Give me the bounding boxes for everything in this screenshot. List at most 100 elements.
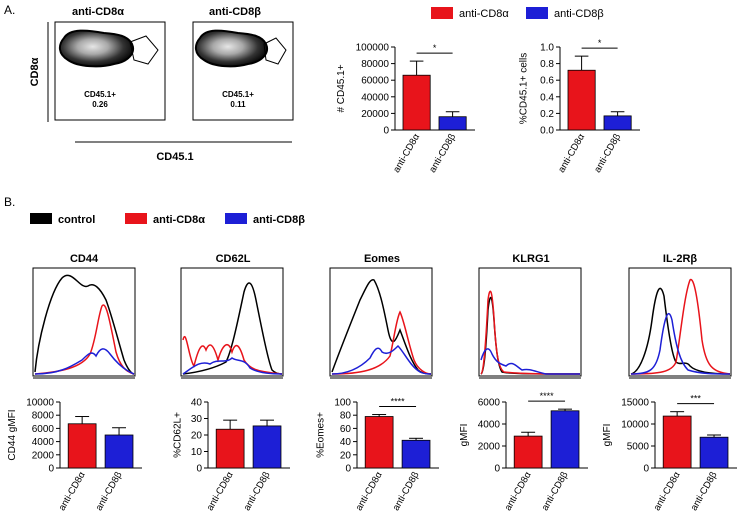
flow-title-right: anti-CD8β [209, 6, 261, 18]
y-tick-label: 0 [643, 464, 649, 475]
bar-anti-cd8a [662, 415, 692, 469]
y-tick-label: 0 [345, 464, 351, 475]
legend-b-swatch-0 [30, 213, 52, 224]
bar-anti-cd8b [603, 115, 632, 131]
y-tick-label: 10000 [26, 398, 54, 409]
category-label: anti-CD8α [205, 470, 236, 513]
legend-a: anti-CD8α anti-CD8β [431, 7, 604, 20]
bar-anti-cd8b [699, 436, 729, 469]
panel-label-b: B. [4, 195, 15, 209]
legend-b-label-1: anti-CD8α [153, 214, 205, 226]
y-tick-label: 5000 [627, 442, 650, 453]
histogram-cd8a-curve [480, 290, 581, 375]
legend-a-label-1: anti-CD8β [554, 8, 604, 20]
y-tick-label: 30 [191, 414, 203, 425]
y-tick-label: 0 [383, 126, 389, 137]
histogram-cd8b-curve [34, 348, 135, 375]
bar-chart-6: 0 5000 10000 15000 gMFI anti-CD8α anti-CD8β *** [602, 394, 737, 513]
y-tick-label: 0 [494, 464, 500, 475]
significance-label: **** [540, 391, 555, 401]
legend-a-swatch-1 [526, 7, 548, 19]
flow-plot-left: anti-CD8α CD45.1+ 0.26 [54, 6, 166, 121]
bar-chart-1: 0.0 0.2 0.4 0.6 0.8 1.0 %CD45.1+ cells anti-CD8… [519, 38, 640, 175]
y-tick-label: 0.4 [540, 92, 554, 103]
histogram-cd8b-curve [331, 344, 432, 375]
y-tick-label: 80 [340, 411, 352, 422]
category-label: anti-CD8β [242, 470, 273, 513]
y-axis-label: %CD62L+ [172, 412, 183, 458]
flow-gate-right [263, 37, 287, 65]
histogram-control-curve [630, 287, 731, 375]
gate-value-left: 0.26 [92, 100, 108, 109]
significance-label: * [598, 38, 602, 48]
legend-b-label-0: control [58, 214, 95, 226]
y-tick-label: 2000 [478, 442, 501, 453]
y-tick-label: 0.8 [540, 59, 554, 70]
bar-anti-cd8b [104, 434, 134, 469]
bar-chart-5: 0 2000 4000 6000 gMFI anti-CD8α anti-CD8β **** [459, 391, 588, 513]
legend-b-swatch-2 [225, 213, 247, 224]
gate-label-left: CD45.1+ [84, 90, 116, 99]
y-tick-label: 0.2 [540, 109, 554, 120]
y-tick-label: 0 [196, 464, 202, 475]
y-tick-label: 1.0 [540, 43, 554, 54]
y-tick-label: 6000 [478, 398, 501, 409]
y-axis-label: %CD45.1+ cells [519, 53, 530, 124]
legend-a-swatch-0 [431, 7, 453, 19]
histogram-eomes: Eomes [329, 253, 433, 379]
y-tick-label: 6000 [32, 424, 55, 435]
y-tick-label: 2000 [32, 450, 55, 461]
category-label: anti-CD8α [652, 470, 683, 513]
category-label: anti-CD8α [391, 132, 422, 175]
bar-chart-2: 0 2000 4000 6000 8000 10000 CD44 gMFI anti-CD8α… [7, 398, 142, 513]
histogram-control-curve [182, 282, 283, 375]
category-label: anti-CD8β [592, 132, 623, 175]
y-tick-label: 0.0 [540, 126, 554, 137]
legend-b-label-2: anti-CD8β [253, 214, 305, 226]
category-label: anti-CD8α [354, 470, 385, 513]
y-tick-label: 20000 [361, 109, 389, 120]
histogram-control-curve [34, 274, 135, 375]
bar-anti-cd8b [401, 439, 431, 469]
bar-anti-cd8a [567, 69, 596, 131]
significance-label: *** [690, 394, 701, 404]
bar-chart-3: 0 10 20 30 40 %CD62L+ anti-CD8α anti-CD8β [172, 398, 290, 513]
category-label: anti-CD8β [391, 470, 422, 513]
bar-anti-cd8a [215, 428, 245, 469]
category-label: anti-CD8α [556, 132, 587, 175]
histogram-il2rb: IL-2Rβ [628, 253, 732, 379]
histogram-cd8b-curve [182, 357, 283, 375]
legend-b: control anti-CD8α anti-CD8β [30, 213, 305, 226]
y-tick-label: 0 [48, 464, 54, 475]
bar-anti-cd8a [402, 74, 431, 131]
gate-value-right: 0.11 [230, 100, 246, 109]
histogram-cd8b-curve [630, 312, 731, 375]
category-label: anti-CD8β [689, 470, 720, 513]
histogram-title: KLRG1 [512, 253, 549, 265]
bar-chart-4: 0 20 40 60 80 100 %Eomes+ anti-CD8α anti-CD8β ***… [316, 397, 439, 513]
significance-label: **** [391, 397, 406, 407]
y-tick-label: 40 [191, 398, 203, 409]
flow-plot-right: anti-CD8β CD45.1+ 0.11 [192, 6, 294, 121]
y-tick-label: 80000 [361, 59, 389, 70]
y-tick-label: 40000 [361, 92, 389, 103]
category-label: anti-CD8α [503, 470, 534, 513]
histogram-title: CD62L [216, 253, 251, 265]
flow-y-axis-label: CD8α [29, 57, 41, 86]
y-tick-label: 4000 [32, 437, 55, 448]
histogram-cd8b-curve [480, 348, 581, 375]
flow-population-left [58, 29, 134, 68]
y-axis-label: %Eomes+ [316, 412, 327, 458]
y-tick-label: 0.6 [540, 76, 554, 87]
y-tick-label: 10000 [621, 420, 649, 431]
y-tick-label: 60 [340, 424, 352, 435]
histogram-klrg1: KLRG1 [478, 253, 582, 379]
histogram-cd8a-curve [331, 310, 432, 375]
histogram-cd8a-curve [34, 304, 135, 375]
bar-anti-cd8b [550, 410, 580, 469]
y-tick-label: 20 [191, 431, 203, 442]
y-tick-label: 60000 [361, 76, 389, 87]
bar-chart-0: 0 20000 40000 60000 80000 100000 # CD45.1+ anti… [336, 43, 475, 175]
bar-anti-cd8b [438, 116, 467, 131]
